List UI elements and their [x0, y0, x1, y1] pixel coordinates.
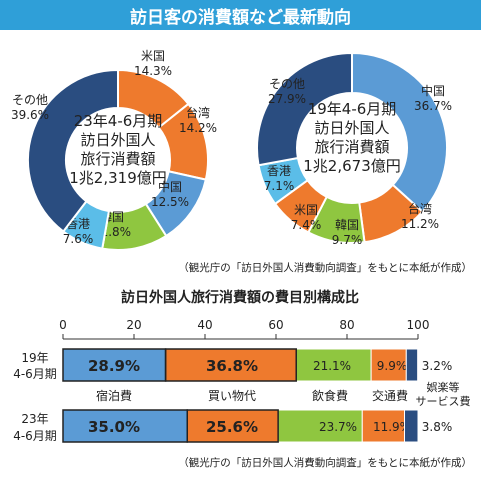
bar-value-label: 36.8%: [206, 357, 258, 375]
slice-percent-label: 14.3%: [134, 64, 172, 78]
donut-center-label: 23年4-6月期: [74, 112, 163, 130]
stacked-bar-segment: [62, 409, 188, 443]
bar-value-label: 21.1%: [313, 359, 351, 373]
axis-tick-label: 80: [339, 318, 354, 332]
donut-center-label: 訪日外国人: [80, 131, 155, 149]
page-title: 訪日客の消費額など最新動向: [130, 8, 351, 28]
slice-name-label: 香港: [267, 164, 291, 178]
donut-center-label: 旅行消費額: [80, 150, 155, 168]
slice-percent-label: 14.2%: [179, 121, 217, 135]
category-label: 娯楽等: [427, 380, 460, 394]
category-label: 宿泊費: [96, 388, 132, 403]
slice-name-label: 中国: [158, 179, 182, 194]
category-label: 飲食費: [312, 388, 348, 403]
row-label: 23年: [21, 412, 48, 426]
bar-value-label: 23.7%: [319, 420, 357, 434]
slice-name-label: 米国: [141, 49, 165, 63]
bar-value-label: 25.6%: [206, 418, 258, 436]
slice-name-label: その他: [269, 77, 305, 91]
donut-center-label: 旅行消費額: [314, 138, 389, 156]
donut-center-label: 訪日外国人: [314, 119, 389, 137]
bar-value-label: 3.2%: [422, 359, 453, 373]
header-bar: [0, 0, 481, 30]
bar-value-label: 9.9%: [377, 359, 408, 373]
bar-value-label: 35.0%: [88, 418, 140, 436]
axis-tick-label: 20: [126, 318, 141, 332]
donut-center-label: 1兆2,673億円: [303, 157, 401, 175]
slice-name-label: 台湾: [408, 201, 432, 216]
slice-percent-label: 12.5%: [151, 195, 189, 209]
slice-percent-label: 27.9%: [268, 92, 306, 106]
slice-percent-label: 7.4%: [291, 218, 322, 232]
stacked-bar-segment: [404, 409, 419, 443]
source-note: （観光庁の「訪日外国人消費動向調査」をもとに本紙が作成）: [178, 261, 472, 274]
stacked-bar-segment: [370, 348, 407, 382]
stacked-bar-segment: [62, 348, 167, 382]
bar-value-label: 3.8%: [422, 420, 453, 434]
slice-name-label: 米国: [294, 203, 318, 217]
donut-slice: [27, 68, 119, 233]
axis-tick-label: 60: [268, 318, 283, 332]
category-label: 交通費: [372, 388, 408, 403]
donut-slice: [351, 51, 448, 214]
slice-percent-label: 39.6%: [11, 108, 49, 122]
axis-tick-label: 100: [407, 318, 430, 332]
slice-name-label: 中国: [421, 83, 445, 98]
slice-percent-label: 7.6%: [63, 232, 94, 246]
row-label: 4-6月期: [13, 367, 57, 381]
donut-slice: [256, 51, 353, 167]
bar-outline: [164, 348, 297, 382]
slice-percent-label: 36.7%: [414, 99, 452, 113]
category-label: 買い物代: [208, 389, 256, 403]
row-label: 19年: [21, 351, 48, 365]
axis-tick-label: 40: [197, 318, 212, 332]
bar-chart-title: 訪日外国人旅行消費額の費目別構成比: [121, 289, 359, 306]
donut-center-label: 19年4-6月期: [308, 100, 397, 118]
axis-tick-label: 0: [59, 318, 67, 332]
slice-name-label: 台湾: [186, 105, 210, 120]
bar-value-label: 28.9%: [88, 357, 140, 375]
bar-value-label: 11.9%: [373, 420, 411, 434]
row-label: 4-6月期: [13, 429, 57, 443]
slice-name-label: 韓国: [335, 218, 359, 232]
slice-percent-label: 11.2%: [401, 217, 439, 231]
bar-outline: [186, 409, 279, 443]
stacked-bar-segment: [165, 348, 297, 382]
slice-name-label: その他: [12, 93, 48, 107]
slice-percent-label: 9.7%: [332, 233, 363, 247]
donut-center-label: 1兆2,319億円: [69, 169, 167, 187]
slice-percent-label: 7.1%: [264, 179, 295, 193]
source-note: （観光庁の「訪日外国人消費動向調査」をもとに本紙が作成）: [178, 456, 472, 469]
stacked-bar-segment: [405, 348, 419, 382]
category-label: サービス費: [416, 394, 471, 408]
